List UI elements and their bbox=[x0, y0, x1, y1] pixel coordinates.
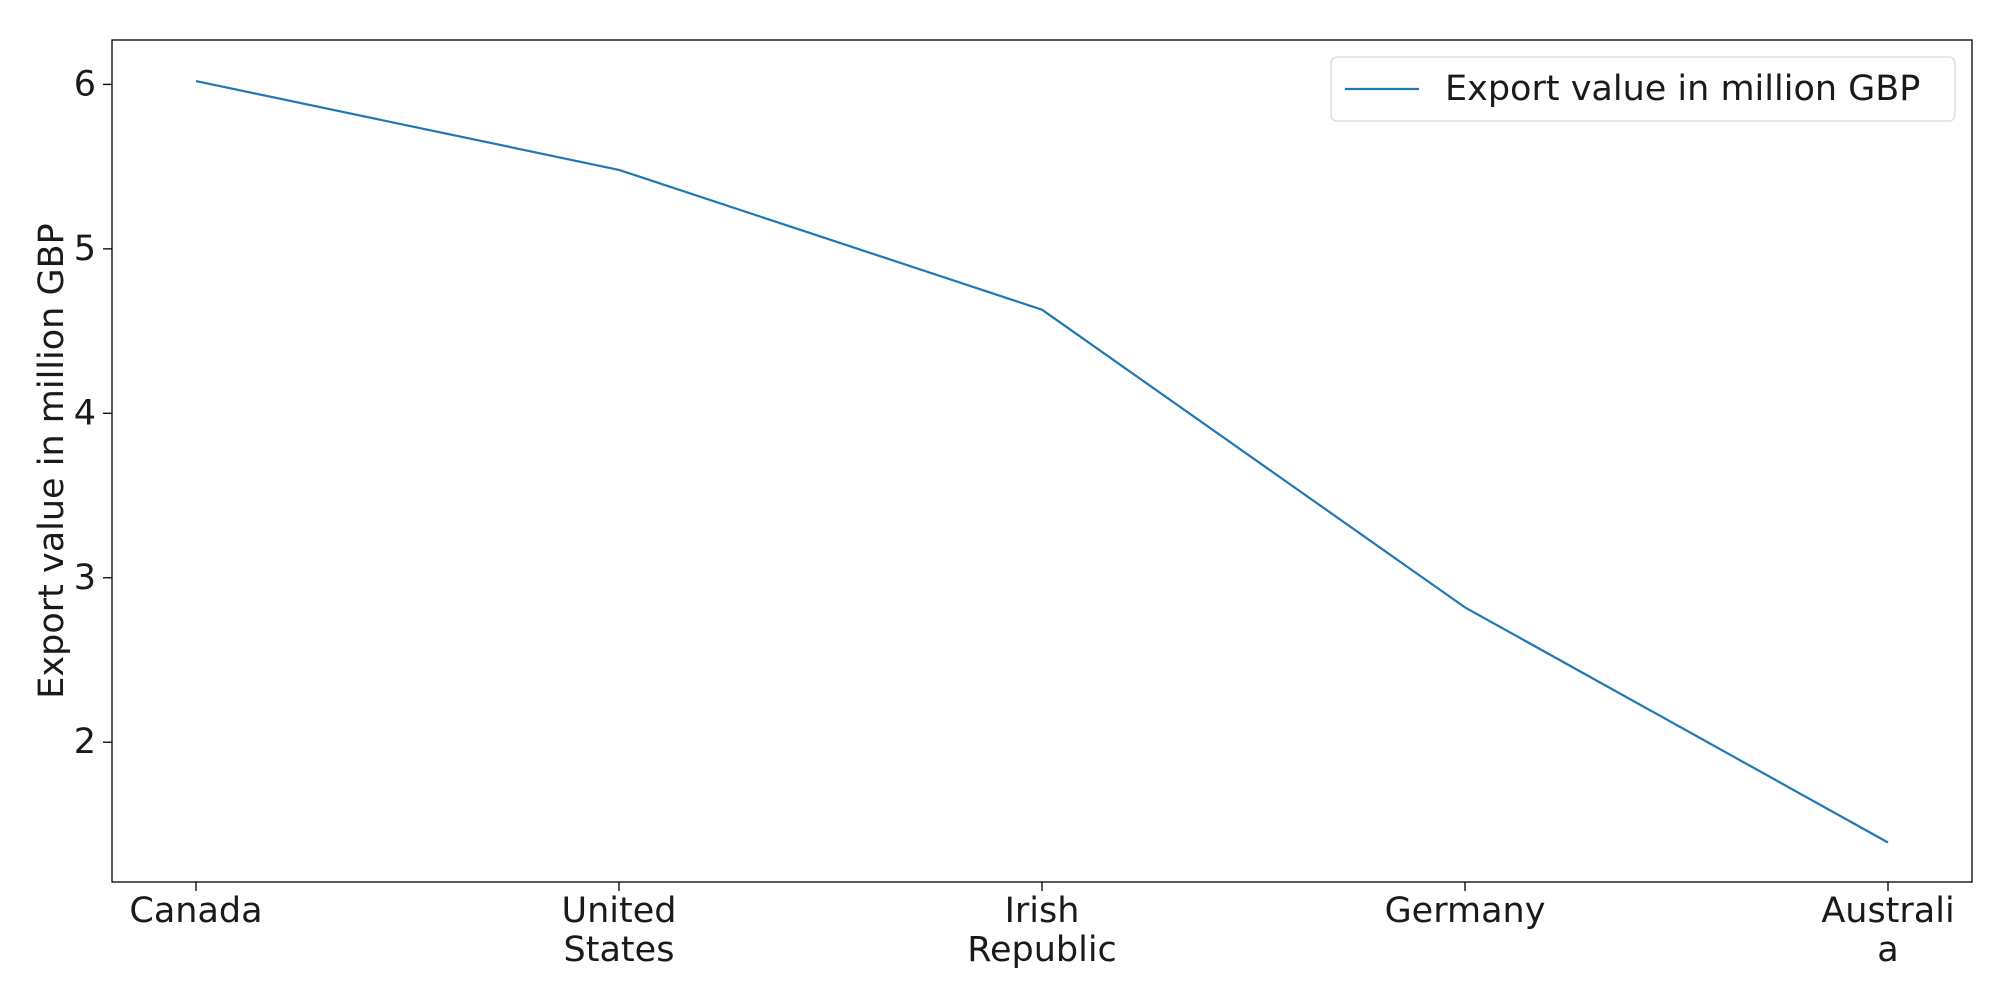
series-line-0 bbox=[195, 80, 1889, 844]
plot-area bbox=[195, 80, 1889, 844]
legend-label-0: Export value in million GBP bbox=[1445, 69, 1920, 109]
legend: Export value in million GBP bbox=[1330, 56, 1956, 122]
y-tick-label: 4 bbox=[74, 393, 96, 433]
x-tick-label: Irish bbox=[1005, 891, 1080, 931]
y-tick-label: 3 bbox=[74, 558, 96, 598]
y-tick-label: 2 bbox=[74, 722, 96, 762]
x-tick-label: Republic bbox=[967, 930, 1117, 970]
x-tick-label: States bbox=[564, 930, 675, 970]
y-tick-label: 5 bbox=[74, 229, 96, 269]
x-tick-label: Canada bbox=[129, 891, 262, 931]
y-tick-label: 6 bbox=[74, 64, 96, 104]
y-axis-title: Export value in million GBP bbox=[32, 223, 72, 698]
x-tick-label: United bbox=[562, 891, 677, 931]
x-tick-label: Germany bbox=[1385, 891, 1546, 931]
legend-box bbox=[1330, 56, 1956, 122]
x-tick-label: a bbox=[1877, 930, 1898, 970]
x-tick-label: Australi bbox=[1821, 891, 1954, 931]
